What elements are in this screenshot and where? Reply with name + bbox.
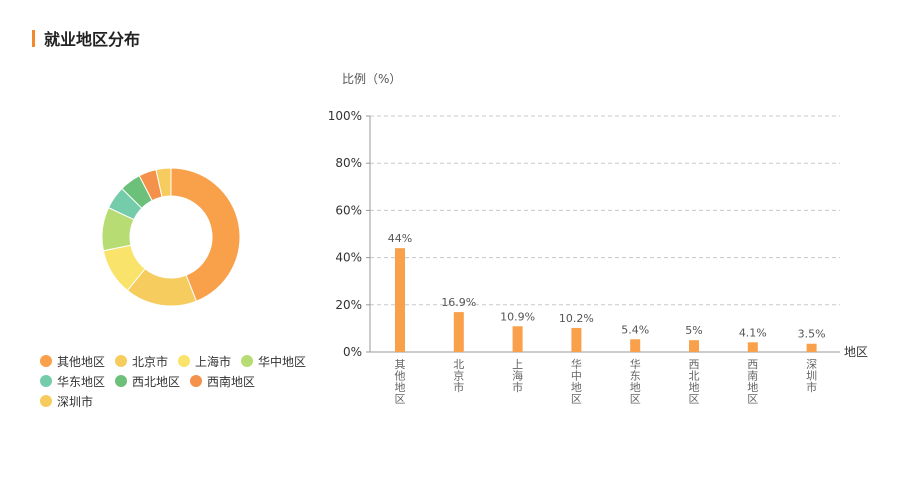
legend-item[interactable]: 西南地区 <box>190 374 256 389</box>
legend-label: 北京市 <box>132 354 169 369</box>
title-accent-bar <box>32 29 35 47</box>
bar[interactable] <box>512 326 523 352</box>
y-tick-label: 20% <box>335 298 362 312</box>
y-tick-label: 80% <box>335 156 362 170</box>
x-tick-label: 西北地区 <box>689 358 700 406</box>
y-tick-label: 60% <box>335 203 362 217</box>
bar[interactable] <box>395 248 405 352</box>
bar-data-label: 5% <box>685 324 702 337</box>
x-tick-label: 华东地区 <box>630 357 641 406</box>
legend-swatch <box>40 375 52 387</box>
x-tick-label: 西南地区 <box>747 358 758 406</box>
bar[interactable] <box>571 327 582 352</box>
bar-data-label: 3.5% <box>798 328 826 341</box>
legend-item[interactable]: 上海市 <box>178 354 232 369</box>
legend-label: 西北地区 <box>132 374 181 389</box>
x-tick-label: 华中地区 <box>571 357 582 406</box>
legend-item[interactable]: 华东地区 <box>40 374 106 389</box>
legend-swatch <box>40 395 52 407</box>
donut-slice[interactable] <box>155 167 172 198</box>
bar[interactable] <box>806 343 817 352</box>
x-tick-label: 其他地区 <box>395 358 406 406</box>
bar-data-label: 5.4% <box>621 323 649 336</box>
legend-label: 华中地区 <box>258 354 307 369</box>
x-tick-label: 北京市 <box>453 358 464 394</box>
legend-item[interactable]: 华中地区 <box>241 354 307 369</box>
donut-slice[interactable] <box>170 167 241 302</box>
legend-item[interactable]: 深圳市 <box>40 394 94 409</box>
legend-swatch <box>241 355 254 367</box>
legend-label: 西南地区 <box>207 374 256 389</box>
bar[interactable] <box>747 342 758 352</box>
legend-label: 其他地区 <box>57 354 106 369</box>
bar-data-label: 10.2% <box>559 312 594 325</box>
bar[interactable] <box>630 339 641 352</box>
legend-item[interactable]: 西北地区 <box>115 374 181 389</box>
legend-swatch <box>190 375 203 387</box>
y-axis-title: 比例（%） <box>342 72 401 86</box>
y-tick-label: 0% <box>343 345 362 359</box>
chart-title-bar: 就业地区分布 <box>32 28 141 49</box>
y-tick-label: 40% <box>335 251 362 265</box>
legend-label: 上海市 <box>195 354 232 369</box>
legend-item[interactable]: 其他地区 <box>40 354 106 369</box>
bar-data-label: 4.1% <box>739 326 767 339</box>
donut-legend: 其他地区 北京市 上海市 华中地区华东地区 西北地区 西南地区深圳市 <box>40 354 320 414</box>
page-title: 就业地区分布 <box>44 30 141 49</box>
bar-data-label: 10.9% <box>500 310 535 323</box>
legend-label: 华东地区 <box>57 374 106 389</box>
legend-swatch <box>178 355 191 367</box>
x-tick-label: 上海市 <box>512 358 523 394</box>
y-tick-label: 100% <box>328 109 362 123</box>
legend-label: 深圳市 <box>57 394 94 409</box>
donut-chart <box>101 167 241 307</box>
legend-swatch <box>115 375 128 387</box>
bar-chart: 比例（%） 0% 20% 40% 60% 80% 100% 地区 44% 其他地区 16.9% 北京市… <box>328 72 868 406</box>
bar[interactable] <box>453 312 464 352</box>
legend-item[interactable]: 北京市 <box>115 354 169 369</box>
legend-swatch <box>40 355 52 367</box>
x-axis-title: 地区 <box>844 345 868 359</box>
bar-data-label: 44% <box>388 232 412 245</box>
bar-data-label: 16.9% <box>441 296 476 309</box>
bar[interactable] <box>689 340 699 352</box>
legend-swatch <box>115 355 128 367</box>
x-tick-label: 深圳市 <box>806 358 817 394</box>
